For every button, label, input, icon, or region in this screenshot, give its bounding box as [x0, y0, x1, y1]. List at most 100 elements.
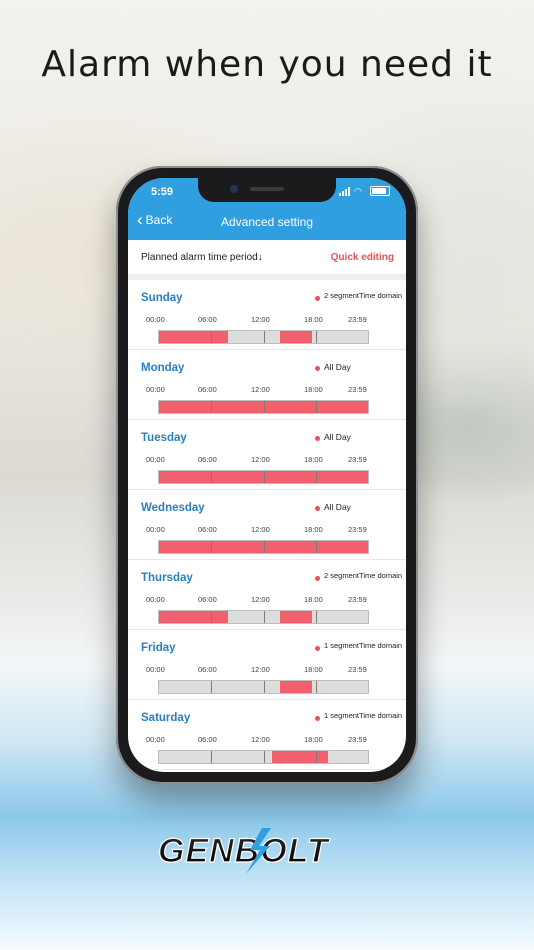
- track-divider: [263, 681, 265, 693]
- day-schedule-list: Sunday 2 segmentTime domain 00:00 06:00 12:0…: [128, 280, 406, 770]
- tick-label: 06:00: [198, 525, 217, 534]
- tick-label: 12:00: [251, 735, 270, 744]
- tick-label: 18:00: [304, 595, 323, 604]
- status-dot: [315, 576, 320, 581]
- tick-label: 06:00: [198, 665, 217, 674]
- time-track[interactable]: [158, 400, 369, 414]
- tick-label: 12:00: [251, 385, 270, 394]
- tick-label: 00:00: [146, 385, 165, 394]
- track-divider: [263, 611, 265, 623]
- day-name: Wednesday: [141, 502, 205, 514]
- status-dot: [315, 646, 320, 651]
- track-divider: [211, 611, 213, 623]
- track-divider: [211, 681, 213, 693]
- tick-label: 23:59: [348, 525, 367, 534]
- day-name: Sunday: [141, 292, 183, 304]
- alarm-segment[interactable]: [159, 611, 228, 623]
- tick-label: 00:00: [146, 665, 165, 674]
- tick-label: 00:00: [146, 315, 165, 324]
- status-time: 5:59: [151, 186, 174, 198]
- speaker: [250, 187, 284, 191]
- track-divider: [263, 471, 265, 483]
- alarm-segment[interactable]: [280, 331, 312, 343]
- tick-label: 06:00: [198, 385, 217, 394]
- plan-header: Planned alarm time period↓ Quick editing: [128, 240, 406, 280]
- time-tick-labels: 00:00 06:00 12:00 18:00 23:59: [146, 455, 376, 465]
- tick-label: 18:00: [304, 315, 323, 324]
- bolt-icon: [246, 828, 271, 874]
- tick-label: 23:59: [348, 455, 367, 464]
- day-row[interactable]: Sunday 2 segmentTime domain 00:00 06:00 12:0…: [128, 280, 406, 350]
- track-divider: [315, 471, 317, 483]
- track-divider: [315, 611, 317, 623]
- time-track[interactable]: [158, 540, 369, 554]
- day-name: Tuesday: [141, 432, 187, 444]
- schedule-summary: 2 segmentTime domain: [324, 291, 403, 300]
- day-row[interactable]: Wednesday All Day 00:00 06:00 12:00 18:00 23:5…: [128, 490, 406, 560]
- status-dot: [315, 716, 320, 721]
- day-name: Thursday: [141, 572, 193, 584]
- nav-bar: ‹ Back Advanced setting: [128, 204, 406, 240]
- tick-label: 00:00: [146, 525, 165, 534]
- track-divider: [211, 751, 213, 763]
- time-track[interactable]: [158, 330, 369, 344]
- status-dot: [315, 366, 320, 371]
- track-divider: [315, 751, 317, 763]
- back-label: Back: [145, 213, 173, 227]
- time-tick-labels: 00:00 06:00 12:00 18:00 23:59: [146, 595, 376, 605]
- status-icons: ◠: [339, 186, 390, 196]
- status-dot: [315, 436, 320, 441]
- alarm-segment[interactable]: [159, 331, 228, 343]
- day-row[interactable]: Tuesday All Day 00:00 06:00 12:00 18:00 23:59: [128, 420, 406, 490]
- day-name: Monday: [141, 362, 185, 374]
- tick-label: 12:00: [251, 595, 270, 604]
- genbolt-logo: GENBOLT: [158, 828, 331, 874]
- phone-screen: 5:59 ◠ ‹ Back Advanced setting Planned a…: [128, 178, 406, 772]
- logo-text: GENBOLT: [158, 832, 331, 870]
- signal-icon: [339, 186, 350, 196]
- tick-label: 12:00: [251, 455, 270, 464]
- time-tick-labels: 00:00 06:00 12:00 18:00 23:59: [146, 385, 376, 395]
- tick-label: 00:00: [146, 455, 165, 464]
- time-tick-labels: 00:00 06:00 12:00 18:00 23:59: [146, 665, 376, 675]
- day-row[interactable]: Thursday 2 segmentTime domain 00:00 06:00 12…: [128, 560, 406, 630]
- time-track[interactable]: [158, 750, 369, 764]
- tick-label: 06:00: [198, 315, 217, 324]
- tick-label: 12:00: [251, 315, 270, 324]
- quick-editing-button[interactable]: Quick editing: [330, 252, 394, 263]
- time-track[interactable]: [158, 680, 369, 694]
- tick-label: 18:00: [304, 455, 323, 464]
- schedule-summary: 1 segmentTime domain: [324, 641, 403, 650]
- tick-label: 18:00: [304, 735, 323, 744]
- time-track[interactable]: [158, 610, 369, 624]
- alarm-segment[interactable]: [271, 751, 329, 763]
- chevron-left-icon: ‹: [137, 210, 143, 229]
- track-divider: [315, 401, 317, 413]
- schedule-summary: All Day: [324, 502, 351, 512]
- day-row[interactable]: Saturday 1 segmentTime domain 00:00 06:00 12…: [128, 700, 406, 770]
- tick-label: 23:59: [348, 735, 367, 744]
- day-row[interactable]: Monday All Day 00:00 06:00 12:00 18:00 23:59: [128, 350, 406, 420]
- tick-label: 12:00: [251, 525, 270, 534]
- track-divider: [263, 751, 265, 763]
- tick-label: 18:00: [304, 525, 323, 534]
- tick-label: 23:59: [348, 665, 367, 674]
- tick-label: 06:00: [198, 455, 217, 464]
- day-row[interactable]: Friday 1 segmentTime domain 00:00 06:00 12:0…: [128, 630, 406, 700]
- track-divider: [263, 401, 265, 413]
- tick-label: 23:59: [348, 385, 367, 394]
- tick-label: 23:59: [348, 315, 367, 324]
- alarm-segment[interactable]: [280, 681, 312, 693]
- track-divider: [211, 331, 213, 343]
- status-dot: [315, 506, 320, 511]
- track-divider: [263, 541, 265, 553]
- battery-icon: [370, 186, 390, 196]
- plan-period-label[interactable]: Planned alarm time period↓: [141, 252, 263, 263]
- alarm-segment[interactable]: [280, 611, 312, 623]
- tick-label: 06:00: [198, 735, 217, 744]
- day-name: Friday: [141, 642, 176, 654]
- page-title: Advanced setting: [220, 215, 314, 229]
- time-track[interactable]: [158, 470, 369, 484]
- schedule-summary: All Day: [324, 432, 351, 442]
- back-button[interactable]: ‹ Back: [137, 210, 173, 229]
